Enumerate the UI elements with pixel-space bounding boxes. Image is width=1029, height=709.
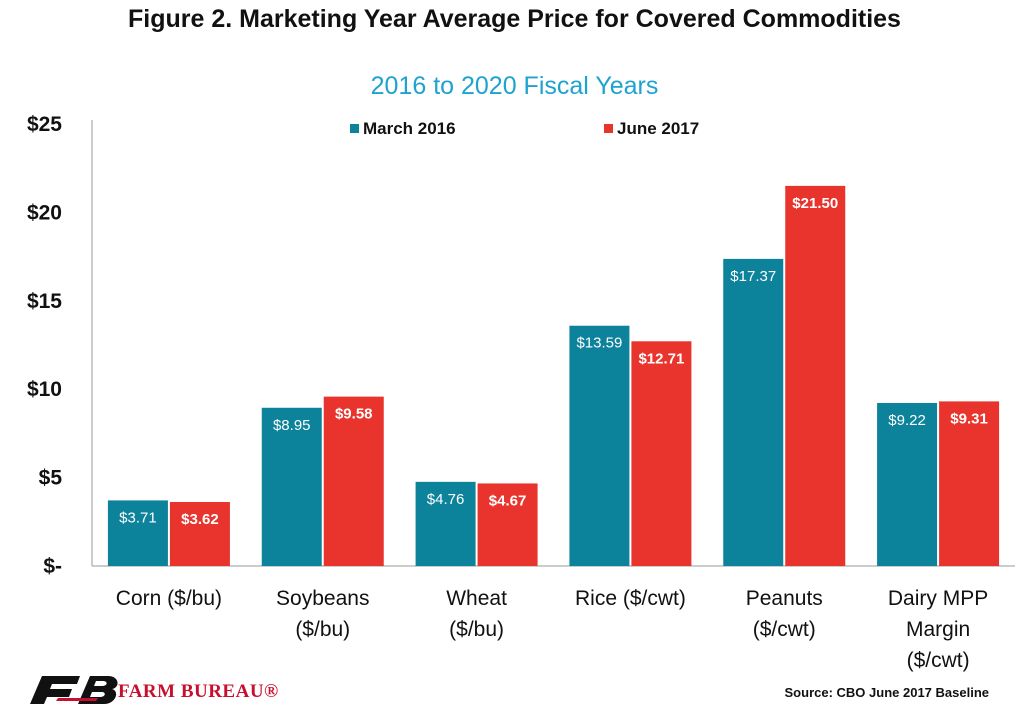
data-label: $3.62 bbox=[181, 511, 219, 528]
data-label: $13.59 bbox=[576, 335, 622, 352]
farm-bureau-logo-icon bbox=[30, 676, 118, 704]
bar-june-2017 bbox=[631, 341, 692, 566]
data-label: $3.71 bbox=[119, 509, 157, 526]
x-category-label: ($/cwt) bbox=[753, 618, 816, 641]
bar-march-2016 bbox=[261, 407, 322, 566]
data-label: $9.31 bbox=[950, 410, 988, 427]
x-category-label: Margin bbox=[906, 618, 970, 641]
bar-march-2016 bbox=[107, 500, 168, 566]
legend-swatch bbox=[604, 124, 613, 133]
bar-june-2017 bbox=[169, 501, 230, 566]
data-label: $9.22 bbox=[888, 412, 926, 429]
bar-june-2017 bbox=[323, 396, 384, 566]
bar-march-2016 bbox=[569, 325, 630, 566]
x-category-label: Corn ($/bu) bbox=[116, 587, 222, 610]
y-tick-label: $5 bbox=[39, 467, 63, 490]
y-tick-label: $15 bbox=[27, 290, 62, 313]
bar-june-2017 bbox=[477, 483, 538, 566]
x-category-label: ($/bu) bbox=[449, 618, 504, 641]
x-category-label: Dairy MPP bbox=[888, 587, 988, 610]
x-category-label: Peanuts bbox=[746, 587, 823, 610]
legend-label: March 2016 bbox=[363, 119, 456, 138]
y-tick-label: $25 bbox=[27, 113, 62, 136]
x-category-label: Rice ($/cwt) bbox=[575, 587, 686, 610]
x-category-label: ($/bu) bbox=[295, 618, 350, 641]
data-label: $12.71 bbox=[638, 350, 684, 367]
data-label: $21.50 bbox=[792, 195, 838, 212]
data-label: $4.76 bbox=[427, 491, 465, 508]
y-tick-label: $10 bbox=[27, 378, 62, 401]
data-label: $4.67 bbox=[489, 492, 527, 509]
x-category-label: Wheat bbox=[446, 587, 507, 610]
data-label: $9.58 bbox=[335, 406, 373, 423]
bar-june-2017 bbox=[939, 401, 1000, 566]
x-category-label: Soybeans bbox=[276, 587, 369, 610]
source-note: Source: CBO June 2017 Baseline bbox=[784, 685, 989, 700]
legend-label: June 2017 bbox=[617, 119, 699, 138]
bar-june-2017 bbox=[785, 185, 846, 566]
bar-march-2016 bbox=[877, 402, 938, 566]
chart-subtitle: 2016 to 2020 Fiscal Years bbox=[370, 72, 659, 100]
bar-march-2016 bbox=[415, 481, 476, 566]
legend-swatch bbox=[350, 124, 359, 133]
x-category-label: ($/cwt) bbox=[907, 649, 970, 672]
data-label: $8.95 bbox=[273, 417, 311, 434]
chart-title: Figure 2. Marketing Year Average Price f… bbox=[128, 5, 901, 33]
y-tick-label: $20 bbox=[27, 201, 62, 224]
farm-bureau-wordmark: FARM BUREAU® bbox=[118, 681, 279, 702]
y-tick-label: $- bbox=[43, 555, 62, 578]
bar-march-2016 bbox=[723, 258, 784, 566]
data-label: $17.37 bbox=[730, 268, 776, 285]
